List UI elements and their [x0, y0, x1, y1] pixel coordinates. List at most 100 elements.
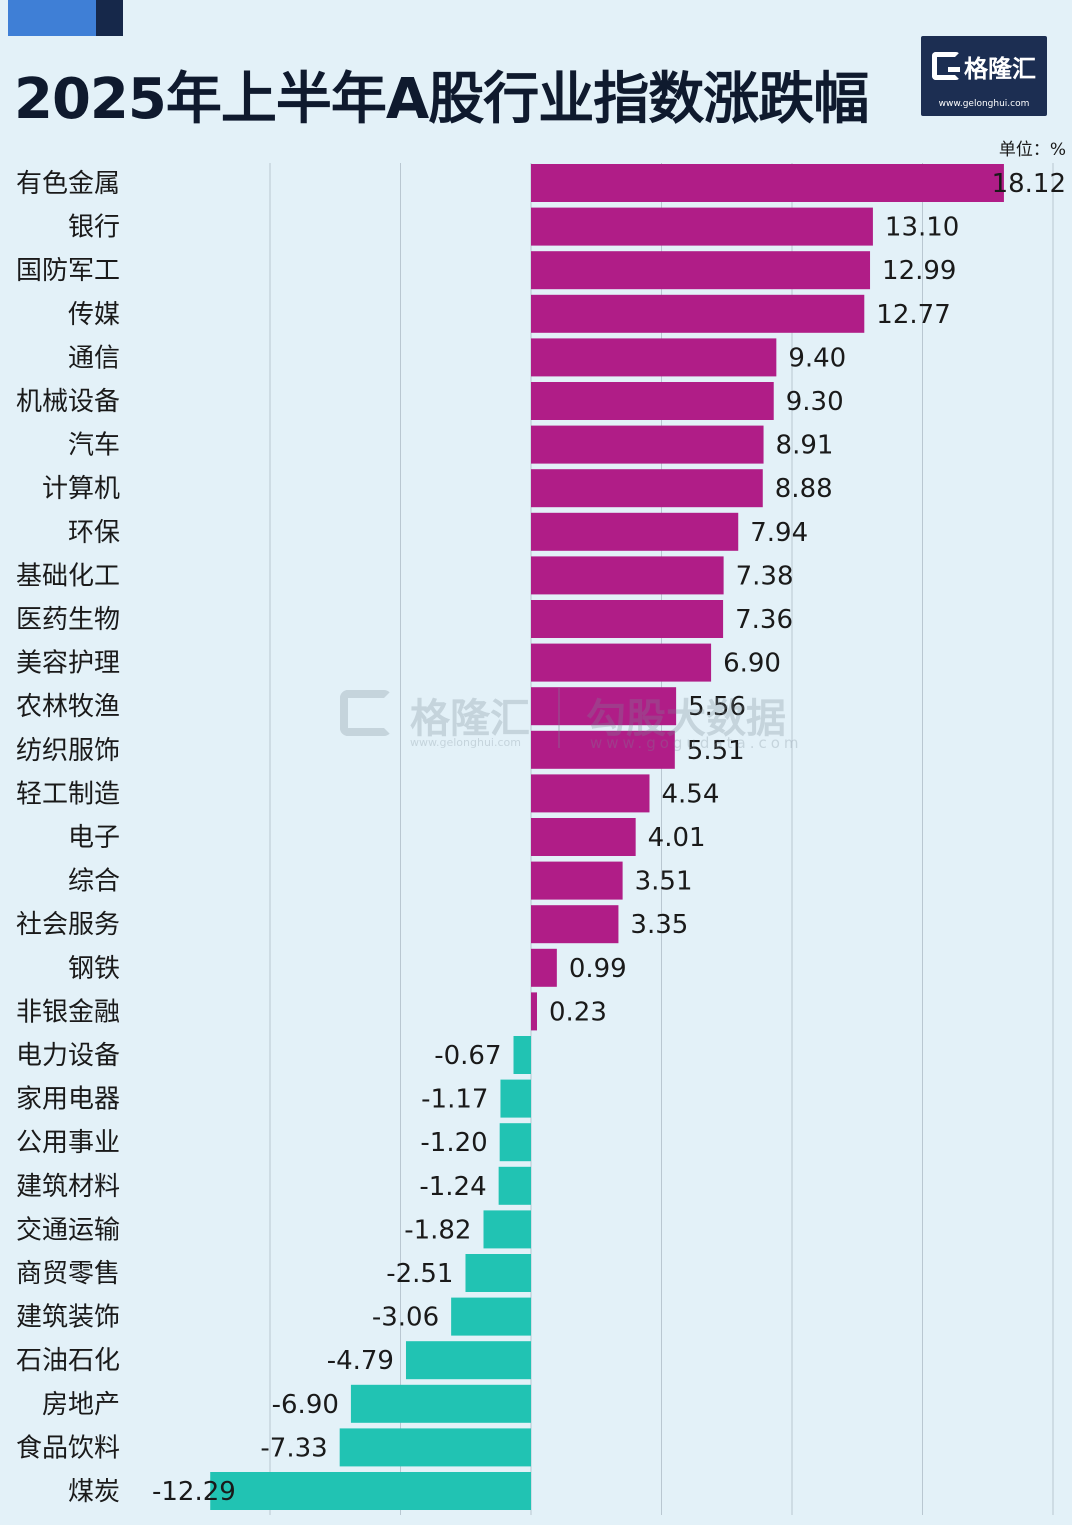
value-label: 5.51	[687, 736, 745, 766]
brand-logo: 格隆汇 www.gelonghui.com	[921, 36, 1047, 116]
bar-25	[465, 1254, 531, 1292]
value-label: -4.79	[327, 1346, 394, 1376]
category-label: 美容护理	[16, 649, 120, 679]
accent-blue-block	[8, 0, 96, 36]
category-label: 交通运输	[16, 1215, 120, 1245]
bar-7	[531, 469, 763, 508]
bar-8	[531, 512, 739, 551]
logo-brand-text: 格隆汇	[964, 54, 1036, 83]
value-label: -0.67	[434, 1041, 501, 1071]
category-label: 建筑装饰	[16, 1303, 120, 1333]
logo-g-icon	[932, 52, 960, 80]
value-label: 8.91	[776, 431, 834, 461]
bar-0	[531, 164, 1004, 202]
category-label: 银行	[68, 213, 120, 243]
bar-23	[498, 1166, 531, 1205]
category-label: 钢铁	[68, 954, 120, 984]
value-label: 3.35	[630, 910, 688, 940]
value-label: 8.88	[775, 474, 833, 504]
top-accent-bar	[8, 0, 123, 36]
logo-main: 格隆汇	[921, 36, 1047, 96]
value-label: 5.56	[688, 692, 746, 722]
category-label: 电力设备	[16, 1041, 120, 1071]
bar-24	[483, 1210, 531, 1249]
value-label: -1.17	[421, 1085, 488, 1115]
bar-22	[499, 1123, 531, 1162]
bar-29	[339, 1428, 531, 1467]
value-label: -1.20	[420, 1128, 487, 1158]
category-label: 食品饮料	[16, 1433, 120, 1463]
value-label: -1.24	[419, 1172, 486, 1202]
value-label: 0.23	[549, 997, 607, 1027]
logo-url: www.gelonghui.com	[938, 99, 1030, 109]
category-label: 计算机	[42, 474, 120, 504]
category-label: 机械设备	[16, 387, 120, 417]
value-label: 7.94	[750, 518, 808, 548]
value-label: -2.51	[386, 1259, 453, 1289]
accent-dark-block	[96, 0, 123, 36]
category-label: 基础化工	[16, 561, 120, 591]
bar-26	[451, 1297, 531, 1336]
bar-15	[531, 818, 636, 856]
category-label: 非银金融	[16, 997, 120, 1027]
unit-label: 单位：%	[998, 140, 1066, 160]
value-label: 7.36	[735, 605, 793, 635]
bar-5	[531, 382, 774, 420]
category-label: 汽车	[68, 431, 120, 461]
category-label: 房地产	[42, 1390, 120, 1420]
bar-18	[531, 948, 557, 987]
bar-2	[531, 251, 871, 290]
category-label: 农林牧渔	[16, 692, 120, 722]
value-label: -3.06	[372, 1303, 439, 1333]
bar-30	[210, 1472, 531, 1510]
category-label: 轻工制造	[16, 779, 120, 809]
value-label: -1.82	[404, 1215, 471, 1245]
category-label: 社会服务	[16, 910, 120, 940]
bar-14	[531, 774, 650, 813]
category-label: 家用电器	[16, 1085, 120, 1115]
bar-27	[405, 1341, 531, 1380]
value-label: -7.33	[260, 1433, 327, 1463]
bar-20	[513, 1036, 531, 1074]
value-label: -12.29	[152, 1477, 236, 1507]
value-label: 13.10	[885, 213, 959, 243]
bar-16	[531, 861, 623, 900]
value-label: 12.77	[876, 300, 950, 330]
category-label: 石油石化	[16, 1346, 120, 1376]
value-label: 9.30	[786, 387, 844, 417]
bar-4	[531, 338, 777, 377]
bar-12	[531, 687, 677, 726]
value-label: 6.90	[723, 649, 781, 679]
category-label: 建筑材料	[16, 1172, 120, 1202]
category-label: 国防军工	[16, 256, 120, 286]
value-label: 3.51	[635, 867, 693, 897]
bar-10	[531, 600, 724, 638]
bar-28	[350, 1384, 531, 1423]
value-label: 12.99	[882, 256, 956, 286]
value-label: 9.40	[788, 343, 846, 373]
bar-1	[531, 207, 873, 246]
category-label: 传媒	[68, 300, 120, 330]
bar-11	[531, 643, 712, 682]
value-label: 18.12	[992, 169, 1066, 199]
value-label: 7.38	[736, 561, 794, 591]
category-label: 纺织服饰	[16, 736, 120, 766]
category-label: 电子	[68, 823, 120, 853]
bar-6	[531, 425, 764, 464]
category-label: 通信	[68, 343, 120, 373]
value-label: 4.54	[661, 779, 719, 809]
category-label: 商贸零售	[16, 1259, 120, 1289]
value-label: 0.99	[569, 954, 627, 984]
category-label: 医药生物	[16, 605, 120, 635]
bar-9	[531, 556, 724, 595]
bar-17	[531, 905, 619, 944]
bar-13	[531, 730, 675, 769]
value-label: -6.90	[272, 1390, 339, 1420]
bar-19	[531, 992, 538, 1031]
bar-21	[500, 1079, 531, 1118]
category-label: 有色金属	[16, 169, 120, 199]
chart-title: 2025年上半年A股行业指数涨跌幅	[14, 67, 869, 132]
category-label: 综合	[68, 867, 120, 897]
value-label: 4.01	[648, 823, 706, 853]
